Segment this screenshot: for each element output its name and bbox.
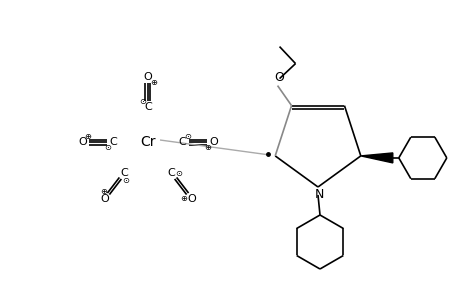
Text: O: O xyxy=(187,194,196,204)
Text: N: N xyxy=(313,188,323,200)
Text: ⊕: ⊕ xyxy=(84,132,91,141)
Text: O: O xyxy=(274,71,284,84)
Text: O: O xyxy=(78,137,87,147)
Text: C: C xyxy=(120,168,128,178)
Text: ⊕: ⊕ xyxy=(100,187,106,196)
Text: C: C xyxy=(179,137,186,147)
Text: C: C xyxy=(167,168,175,178)
Text: ⊙: ⊙ xyxy=(104,143,111,152)
Text: C: C xyxy=(144,102,151,112)
Text: O: O xyxy=(143,72,152,82)
Text: ⊙: ⊙ xyxy=(139,98,146,106)
Text: Cr: Cr xyxy=(140,135,156,149)
Polygon shape xyxy=(360,153,392,163)
Text: ⊙: ⊙ xyxy=(184,132,191,141)
Text: O: O xyxy=(208,137,217,147)
Text: O: O xyxy=(100,194,108,204)
Text: ⊙: ⊙ xyxy=(175,169,182,178)
Text: ⊕: ⊕ xyxy=(150,78,157,87)
Text: ⊕: ⊕ xyxy=(204,143,211,152)
Text: ⊙: ⊙ xyxy=(122,176,129,185)
Text: ⊕: ⊕ xyxy=(180,194,187,203)
Text: C: C xyxy=(109,137,117,147)
